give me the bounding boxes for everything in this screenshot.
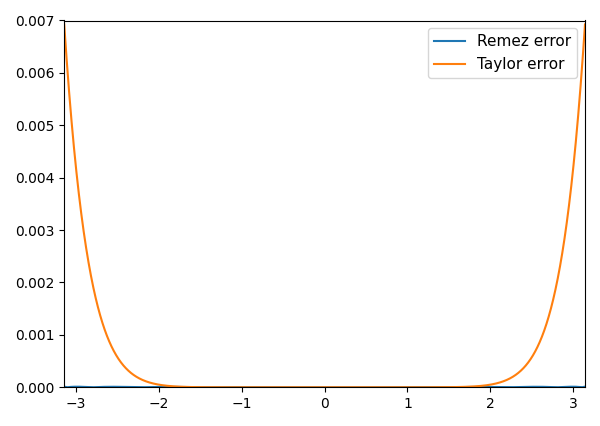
Taylor error bbox=[571, 149, 578, 154]
Taylor error bbox=[283, 385, 290, 390]
Remez error bbox=[283, 385, 290, 390]
Taylor error bbox=[308, 385, 316, 390]
Remez error bbox=[581, 384, 589, 389]
Remez error bbox=[515, 385, 523, 390]
Taylor error bbox=[260, 385, 268, 390]
Taylor error bbox=[120, 363, 127, 368]
Remez error bbox=[260, 385, 268, 390]
Line: Taylor error: Taylor error bbox=[64, 24, 585, 387]
Legend: Remez error, Taylor error: Remez error, Taylor error bbox=[428, 28, 577, 78]
Taylor error bbox=[61, 22, 68, 27]
Remez error bbox=[120, 384, 127, 389]
Remez error bbox=[571, 384, 578, 389]
Taylor error bbox=[515, 370, 523, 375]
Remez error bbox=[151, 384, 158, 389]
Taylor error bbox=[151, 381, 158, 386]
Remez error bbox=[61, 384, 68, 389]
Taylor error bbox=[581, 22, 589, 27]
Remez error bbox=[321, 385, 328, 390]
